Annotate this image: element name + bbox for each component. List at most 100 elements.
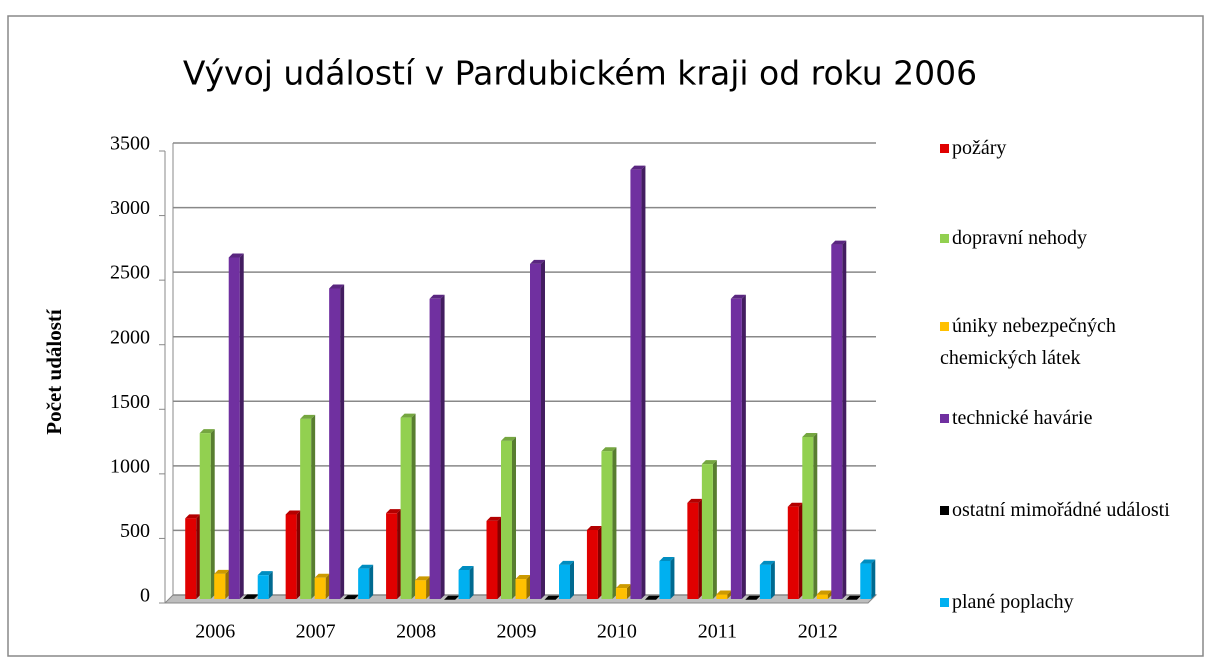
- bar-top: [486, 516, 502, 521]
- legend-entry: technické havárie: [940, 402, 1180, 434]
- bar: [257, 575, 269, 599]
- bar-side: [268, 571, 273, 599]
- bar-side: [526, 575, 531, 599]
- bar: [358, 568, 370, 599]
- bar-side: [325, 573, 330, 599]
- bar-top: [314, 573, 330, 578]
- bar-top: [429, 294, 445, 299]
- bar-side: [239, 253, 244, 600]
- bar-top: [716, 590, 732, 595]
- bar-side: [311, 414, 316, 599]
- bar-top: [415, 576, 431, 581]
- bar: [400, 417, 412, 599]
- bar-top: [787, 502, 803, 507]
- bar-top: [444, 595, 460, 600]
- x-tick-label: 2007: [296, 621, 336, 643]
- y-tick-label: 3000: [110, 197, 150, 219]
- bar: [530, 263, 541, 599]
- bar: [860, 563, 872, 599]
- x-tick-label: 2010: [597, 621, 637, 643]
- bar-side: [296, 510, 301, 599]
- bar: [586, 529, 598, 599]
- bar-top: [515, 575, 531, 580]
- bar: [458, 570, 470, 599]
- bar: [831, 244, 843, 599]
- bar-top: [860, 559, 876, 564]
- bar-top: [659, 556, 675, 561]
- bar-top: [199, 429, 215, 434]
- legend-swatch: [940, 234, 949, 243]
- bar-top: [845, 595, 861, 600]
- bar-side: [626, 584, 631, 599]
- bar-side: [612, 447, 617, 599]
- bar-side: [426, 576, 431, 599]
- y-tick-label: 1500: [110, 391, 150, 413]
- legend-entry: úniky nebezpečných chemických látek: [940, 310, 1180, 374]
- legend-entry: plané poplachy: [940, 586, 1180, 618]
- bar-side: [512, 436, 516, 599]
- bar-side: [541, 259, 545, 599]
- bar: [687, 502, 699, 599]
- bar: [615, 588, 627, 599]
- bar: [701, 464, 713, 599]
- bar-top: [386, 509, 402, 514]
- bar-side: [698, 498, 703, 599]
- bar: [501, 440, 512, 599]
- bar-top: [559, 560, 574, 565]
- bar-top: [300, 414, 316, 419]
- legend-label: dopravní nehody: [952, 227, 1087, 249]
- bar-top: [400, 413, 416, 418]
- bar: [314, 577, 326, 599]
- y-tick-label: 2500: [110, 262, 150, 284]
- bar-top: [745, 595, 761, 600]
- legend-label: technické havárie: [952, 407, 1093, 429]
- bar-top: [601, 447, 617, 452]
- bar-top: [458, 566, 474, 571]
- bar-side: [641, 165, 646, 600]
- bar-top: [831, 240, 847, 245]
- legend-entry: ostatní mimořádné události: [940, 494, 1180, 526]
- bar: [329, 288, 341, 599]
- bar: [243, 598, 255, 599]
- bar-side: [497, 516, 502, 599]
- legend-label: požáry: [952, 137, 1007, 159]
- legend-swatch: [940, 506, 949, 515]
- y-tick-label: 0: [140, 585, 150, 607]
- y-axis-label: Počet událostí: [42, 308, 66, 435]
- bar: [214, 573, 226, 599]
- bar-top: [228, 253, 244, 258]
- bar-side: [727, 590, 732, 599]
- bar-side: [469, 566, 474, 599]
- bar-side: [770, 560, 775, 599]
- bar-side: [340, 284, 345, 599]
- bar-side: [597, 525, 602, 599]
- legend-swatch: [940, 598, 949, 607]
- bar: [228, 257, 240, 599]
- bar: [816, 594, 828, 599]
- bar: [659, 560, 671, 599]
- bar-side: [397, 509, 402, 599]
- bar-top: [329, 284, 345, 289]
- x-tick-label: 2012: [798, 621, 838, 643]
- bar-side: [440, 294, 445, 599]
- bar-side: [411, 413, 416, 599]
- bar-top: [343, 595, 359, 600]
- bar: [415, 580, 427, 599]
- legend-entry: dopravní nehody: [940, 222, 1180, 254]
- bar: [630, 169, 642, 600]
- x-tick-label: 2011: [698, 621, 737, 643]
- bar-top: [214, 569, 230, 574]
- y-tick-label: 2000: [110, 326, 150, 348]
- bar-top: [586, 525, 602, 530]
- bar: [730, 298, 742, 599]
- bar: [515, 579, 527, 599]
- bar-side: [369, 564, 374, 599]
- bar: [300, 418, 312, 599]
- frame-border: [7, 15, 1204, 657]
- legend-swatch: [940, 414, 949, 423]
- bar: [802, 436, 814, 599]
- bar-top: [285, 510, 301, 515]
- bar: [759, 564, 771, 599]
